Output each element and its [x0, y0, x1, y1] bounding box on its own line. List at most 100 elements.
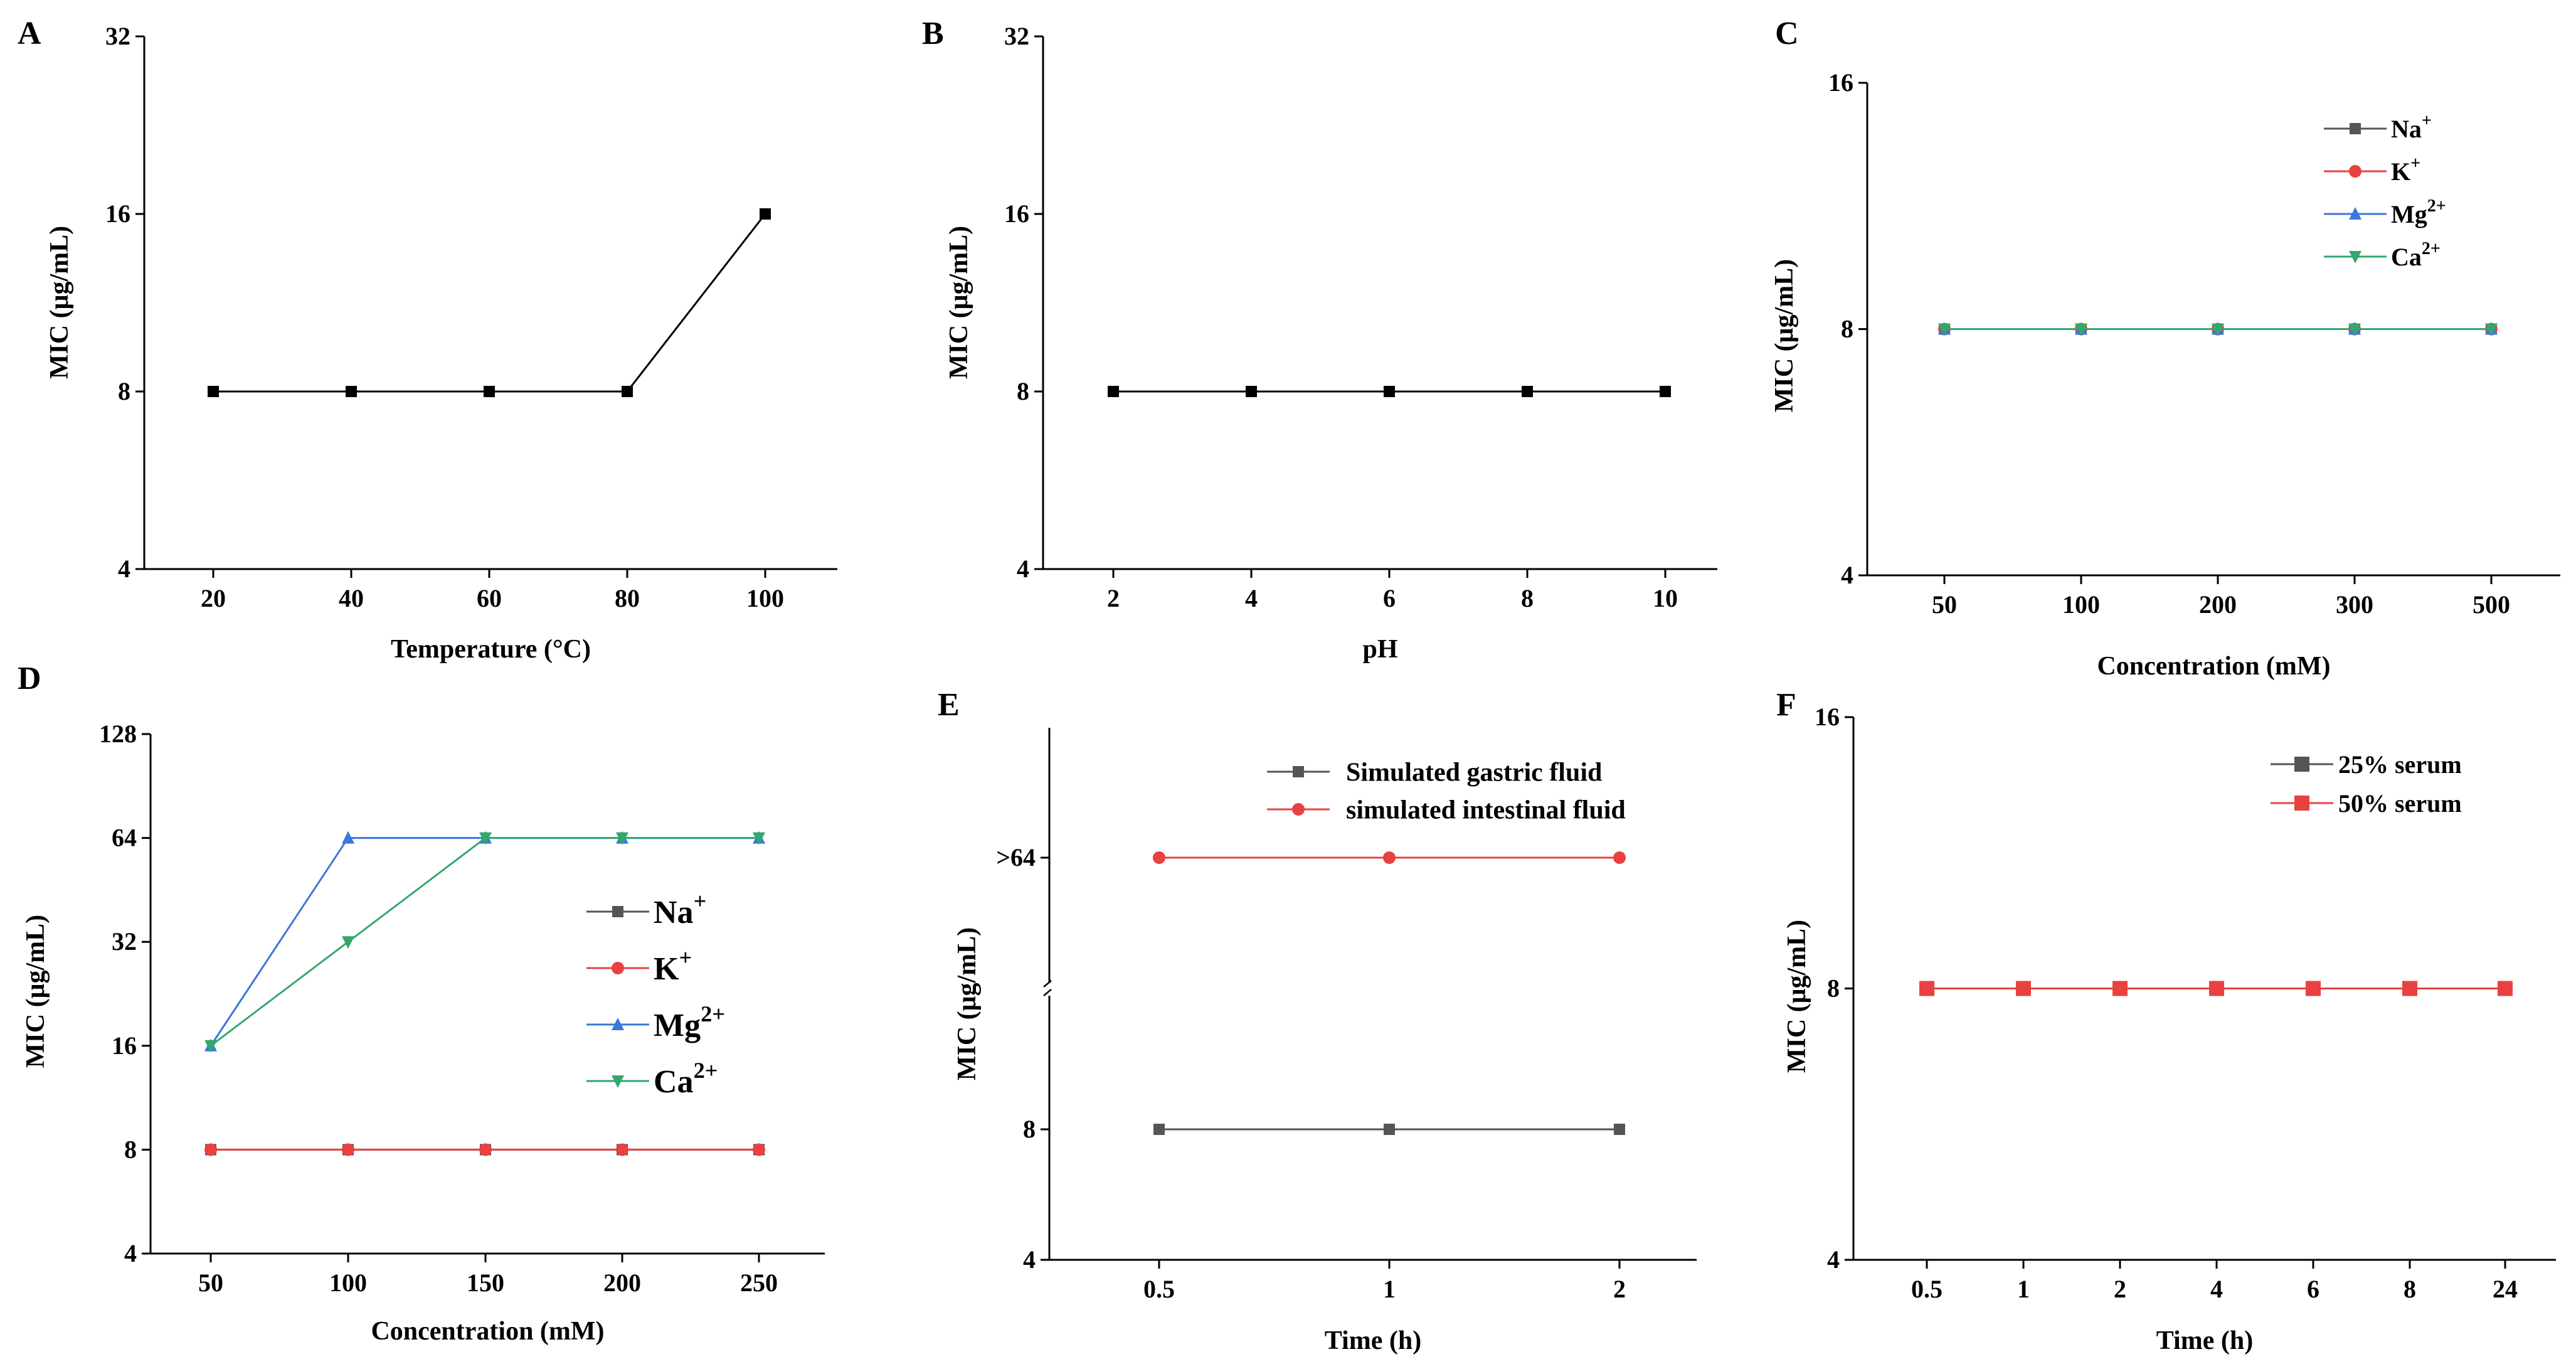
legend-label: simulated intestinal fluid: [1346, 796, 1626, 825]
x-axis-label: pH: [1362, 635, 1397, 664]
x-axis-label: Concentration (mM): [2097, 652, 2330, 681]
axis-break-mark: [1043, 989, 1052, 996]
axis-break-mark: [1043, 980, 1052, 988]
data-point: [616, 1143, 628, 1156]
data-point: [1522, 386, 1533, 397]
y-tick-label: 4: [118, 555, 130, 583]
x-tick-label: 2: [2114, 1275, 2126, 1303]
legend: 25% serum 50% serum: [2271, 750, 2462, 818]
data-point: [2348, 323, 2361, 336]
data-point: [2402, 981, 2417, 996]
x-tick-label: 4: [2210, 1275, 2223, 1303]
x-tick-label: 8: [1521, 584, 1534, 612]
data-point: [1108, 386, 1119, 397]
x-tick-label: 80: [615, 584, 640, 612]
y-tick-label: 8: [1827, 974, 1840, 1003]
data-point: [1613, 851, 1626, 864]
y-tick-label: 4: [1841, 561, 1853, 589]
data-point: [2212, 323, 2224, 336]
y-axis-label: MIC (μg/mL): [953, 927, 982, 1080]
chart-panel-b: B 4 8 16 32 2 4 6 8 10 pH MIC (μg/mL): [922, 16, 1717, 664]
y-axis-label: MIC (μg/mL): [1783, 920, 1811, 1073]
x-tick-label: 10: [1653, 584, 1678, 612]
data-point: [753, 1143, 765, 1156]
legend-marker: [2349, 207, 2361, 220]
y-tick-label: 16: [1828, 68, 1853, 97]
legend-label: Mg2+: [2391, 196, 2446, 228]
x-axis-label: Time (h): [2156, 1326, 2253, 1355]
x-tick-label: 50: [198, 1269, 223, 1297]
y-tick-label: 4: [124, 1239, 137, 1267]
x-tick-label: 200: [2199, 590, 2237, 619]
y-axis-label: MIC (μg/mL): [1770, 259, 1799, 412]
y-tick-label: 4: [1827, 1245, 1840, 1274]
legend-marker: [2349, 251, 2361, 264]
x-tick-label: 100: [746, 584, 784, 612]
data-point: [2209, 981, 2224, 996]
legend-label: Simulated gastric fluid: [1346, 759, 1602, 787]
y-tick-label: 4: [1017, 555, 1029, 583]
chart-panel-a: A 4 8 16 32 20 40 60 80 100 Temperature (°C) MIC (μ…: [18, 16, 837, 664]
y-tick-label: 8: [124, 1135, 137, 1163]
data-point: [760, 208, 771, 220]
data-point: [2016, 981, 2031, 996]
series-line-1: [213, 213, 766, 393]
data-point: [1153, 851, 1165, 864]
data-point: [1153, 1124, 1165, 1135]
x-tick-label: 0.5: [1143, 1275, 1175, 1303]
legend-marker: [1293, 766, 1304, 777]
x-tick-label: 250: [740, 1269, 778, 1297]
legend-label: K+: [654, 945, 692, 987]
y-tick-label: 32: [1004, 22, 1029, 50]
legend-marker: [2294, 796, 2309, 811]
data-point: [1246, 386, 1257, 397]
y-tick-label: 8: [118, 377, 130, 405]
x-tick-label: 300: [2336, 590, 2373, 619]
x-tick-label: 24: [2493, 1275, 2518, 1303]
data-point: [616, 832, 628, 845]
x-tick-label: 6: [1383, 584, 1396, 612]
data-point: [1938, 323, 1951, 336]
data-point: [479, 832, 492, 845]
chart-panel-d: D 4 8 16 32 64 128 50 100 150 200 250 Concentration …: [18, 661, 825, 1346]
legend: Simulated gastric fluid simulated intesti…: [1267, 759, 1626, 825]
x-axis-label: Temperature (°C): [391, 635, 591, 664]
x-tick-label: 20: [201, 584, 226, 612]
chart-panel-e: E 4 8 >64 0.5 1 2 Time (h) MIC (μg/mL) Simulated …: [938, 687, 1697, 1355]
x-tick-label: 4: [1245, 584, 1258, 612]
y-axis-label: MIC (μg/mL): [45, 226, 74, 379]
legend-marker: [612, 962, 624, 974]
legend-marker: [612, 906, 623, 917]
y-tick-label: 16: [1815, 703, 1840, 731]
legend-label: Ca2+: [2391, 239, 2441, 271]
data-point: [2075, 323, 2087, 336]
data-point: [2485, 323, 2498, 336]
data-point: [1919, 981, 1934, 996]
data-point: [2306, 981, 2321, 996]
panel-label: F: [1776, 687, 1796, 723]
x-axis-label: Time (h): [1325, 1326, 1421, 1355]
legend-label: Na+: [2391, 111, 2432, 143]
legend-label: K+: [2391, 154, 2420, 186]
y-tick-label: 64: [112, 824, 137, 852]
data-point: [342, 936, 354, 949]
x-tick-label: 150: [467, 1269, 504, 1297]
y-tick-label: 8: [1841, 315, 1853, 343]
x-tick-label: 1: [2017, 1275, 2030, 1303]
data-point: [342, 1143, 354, 1156]
y-tick-label: >64: [996, 843, 1036, 871]
legend-marker: [612, 1018, 624, 1030]
x-tick-label: 50: [1932, 590, 1957, 619]
panel-label: A: [18, 16, 41, 51]
legend-marker: [2294, 757, 2309, 772]
legend-marker: [2350, 123, 2361, 134]
legend-marker: [1292, 803, 1305, 816]
panel-label: E: [938, 687, 960, 723]
panel-label: D: [18, 661, 41, 696]
data-point: [622, 386, 633, 397]
legend-label: Ca2+: [654, 1058, 718, 1100]
y-tick-label: 16: [105, 200, 130, 228]
data-point: [1660, 386, 1671, 397]
